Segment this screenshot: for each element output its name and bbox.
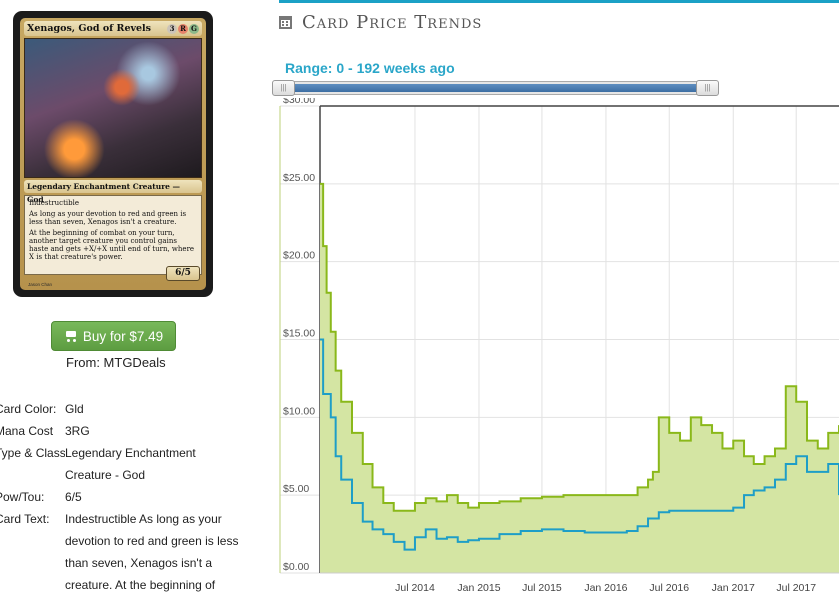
series-area-fill xyxy=(320,183,839,573)
detail-label: Card Color: xyxy=(0,402,57,416)
detail-row: Pow/Tou: 6/5 xyxy=(0,486,245,508)
card-details-table: Card Color: Gld Mana Cost 3RG Type & Cla… xyxy=(0,398,245,596)
x-tick-label: Jul 2016 xyxy=(649,582,689,594)
price-chart: $0.00 $5.00 $10.00 $15.00 $20.00 $25.00 $30.00… xyxy=(270,98,839,599)
detail-value: Gld xyxy=(65,402,84,416)
x-tick-label: Jan 2017 xyxy=(712,582,755,594)
x-tick-label: Jul 2017 xyxy=(776,582,816,594)
y-tick-label: $0.00 xyxy=(283,561,309,573)
y-tick-label: $30.00 xyxy=(283,98,315,106)
rules-line: As long as your devotion to red and gree… xyxy=(29,210,187,226)
card-power-toughness: 6/5 xyxy=(166,266,200,281)
detail-label: Mana Cost xyxy=(0,424,54,438)
card-title-bar: Xenagos, God of Revels 3 R G xyxy=(24,21,202,36)
x-tick-label: Jul 2014 xyxy=(395,582,435,594)
card-frame: Xenagos, God of Revels 3 R G Legendary E… xyxy=(20,18,206,290)
y-tick-label: $20.00 xyxy=(283,250,315,262)
y-tick-label: $10.00 xyxy=(283,405,315,417)
range-slider-fill xyxy=(284,84,706,92)
detail-value: than seven, Xenagos isn't a xyxy=(65,556,213,570)
detail-row: Mana Cost 3RG xyxy=(0,420,245,442)
series-line-paper xyxy=(320,182,839,512)
detail-row: creature. At the beginning of xyxy=(0,574,245,596)
price-chart-svg: $0.00 $5.00 $10.00 $15.00 $20.00 $25.00 $30.00… xyxy=(279,98,839,594)
card-image: Xenagos, God of Revels 3 R G Legendary E… xyxy=(13,11,213,297)
detail-value: creature. At the beginning of xyxy=(65,578,216,592)
card-artwork xyxy=(24,38,202,178)
detail-value: Indestructible As long as your xyxy=(65,512,222,526)
mana-symbol-green: G xyxy=(189,23,199,34)
series-line-online xyxy=(320,338,839,551)
card-name: Xenagos, God of Revels xyxy=(27,23,152,34)
detail-value: 3RG xyxy=(65,424,90,438)
x-tick-label: Jul 2015 xyxy=(522,582,562,594)
y-tick-label: $5.00 xyxy=(283,483,309,495)
range-slider[interactable]: ||| ||| xyxy=(272,80,719,96)
shopping-cart-icon xyxy=(64,330,78,342)
detail-label: Pow/Tou: xyxy=(0,490,45,504)
range-slider-right-handle[interactable]: ||| xyxy=(696,80,719,96)
range-slider-left-handle[interactable]: ||| xyxy=(272,80,295,96)
rules-line: Indestructible xyxy=(29,199,79,207)
detail-value: Legendary Enchantment xyxy=(65,446,196,460)
card-type-line: Legendary Enchantment Creature — God xyxy=(24,180,202,204)
y-tick-label: $15.00 xyxy=(283,328,315,340)
mana-symbol-red: R xyxy=(178,23,188,34)
detail-row: than seven, Xenagos isn't a xyxy=(0,552,245,574)
section-divider xyxy=(279,0,839,3)
detail-value: devotion to red and green is less xyxy=(65,534,239,548)
detail-value: 6/5 xyxy=(65,490,82,504)
range-label: Range: 0 - 192 weeks ago xyxy=(285,60,455,76)
detail-label xyxy=(0,530,65,552)
detail-label: Type & Class: xyxy=(0,446,65,460)
mana-symbol-generic: 3 xyxy=(167,23,177,34)
seller-text: From: MTGDeals xyxy=(66,355,166,370)
buy-button[interactable]: Buy for $7.49 xyxy=(51,321,176,351)
detail-label xyxy=(0,552,65,574)
calendar-icon xyxy=(279,16,292,29)
detail-label xyxy=(0,574,65,596)
x-tick-label: Jan 2016 xyxy=(584,582,627,594)
section-title: Card Price Trends xyxy=(302,12,483,33)
detail-value: Creature - God xyxy=(65,468,146,482)
card-artist: Jason Chan xyxy=(28,282,53,287)
y-tick-label: $25.00 xyxy=(283,172,315,184)
mana-cost-symbols: 3 R G xyxy=(167,23,199,34)
detail-row: Card Color: Gld xyxy=(0,398,245,420)
card-rules-text: Indestructible As long as your devotion … xyxy=(24,195,202,275)
detail-row: Type & Class: Legendary Enchantment xyxy=(0,442,245,464)
rules-line: At the beginning of combat on your turn,… xyxy=(29,229,195,261)
x-tick-label: Jan 2015 xyxy=(457,582,500,594)
detail-row: devotion to red and green is less xyxy=(0,530,245,552)
detail-row: Creature - God xyxy=(0,464,245,486)
buy-button-label: Buy for $7.49 xyxy=(82,328,164,344)
detail-row: Card Text: Indestructible As long as you… xyxy=(0,508,245,530)
price-trends-header: Card Price Trends xyxy=(279,12,482,33)
detail-label xyxy=(0,464,65,486)
detail-label: Card Text: xyxy=(0,512,50,526)
